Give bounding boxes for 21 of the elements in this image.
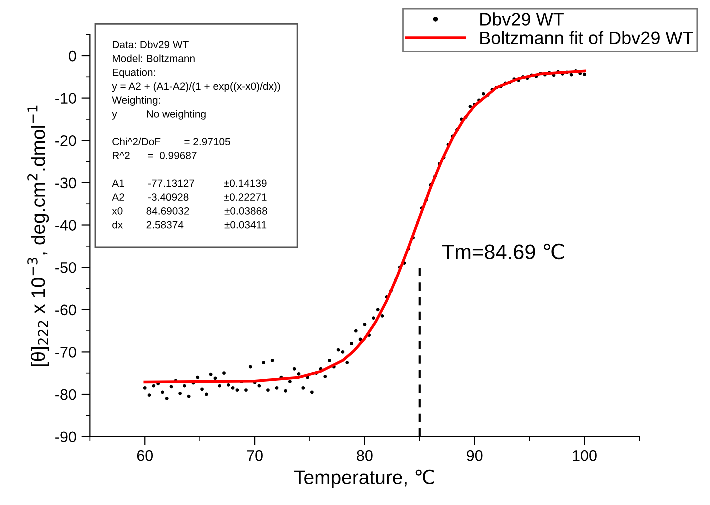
y-tick-label: -10 [56,93,76,104]
y-tick-label: -60 [56,304,76,316]
text: Data: Dbv29 WT Model: Boltzmann Equation: y = A2 + (A1-A2)/(1 + exp((x-x0)/dx)) Weighting: y No weighting Chi^2/DoF = 2.97105 R^2 = 0.99687 A1 -77.13127 ±0.14139 A2 -3.40928 ±0.22271 x0 84.69032 ±0.03868 dx 2.58374 ±0.03411 [112,40,280,229]
x-tick-label: 80 [357,450,373,462]
legend-label: Boltzmann fit of Dbv29 WT [480,31,694,45]
y-tick-label: -40 [56,220,76,231]
y-axis-title: [θ]$_{222}$ x 10$^{−3}$, deg.cm$^{2}$.dmol$^{−1}$ [28,106,50,366]
legend-label: Dbv29 WT [480,12,564,26]
y-tick-label: -50 [56,262,76,274]
x-tick-label: 100 [573,450,597,462]
x-axis-title: Temperature, ℃ [294,470,434,488]
y-tick-label: -20 [56,135,76,146]
x-tick-label: 90 [467,450,483,462]
annotation: Tm=84.69 ℃ [442,244,564,260]
y-tick-label: -80 [56,389,76,400]
x-tick-label: 70 [247,450,263,462]
y-tick-label: -90 [56,432,76,443]
y-tick-label: -70 [56,347,76,358]
x-tick-label: 60 [137,450,154,462]
y-tick-label: 0 [69,50,76,62]
y-tick-label: -30 [56,178,76,189]
